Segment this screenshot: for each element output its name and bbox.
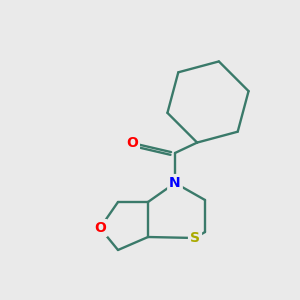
Text: S: S	[190, 231, 200, 245]
Text: O: O	[94, 221, 106, 235]
Text: N: N	[169, 176, 181, 190]
Text: O: O	[126, 136, 138, 150]
